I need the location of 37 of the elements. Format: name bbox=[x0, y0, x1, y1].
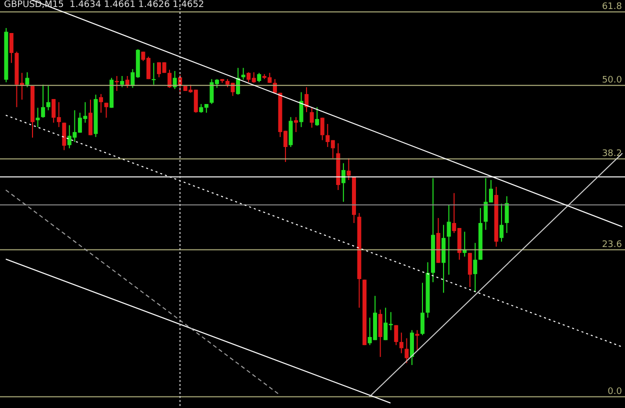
candlestick bbox=[341, 162, 346, 202]
candlestick bbox=[9, 32, 14, 64]
candlestick bbox=[120, 75, 124, 88]
candlestick bbox=[304, 86, 309, 113]
candlestick bbox=[500, 203, 504, 242]
candlestick bbox=[99, 94, 104, 114]
candlestick bbox=[257, 72, 262, 83]
candlestick bbox=[36, 107, 40, 128]
ref-line-label: 0.0 bbox=[608, 386, 622, 397]
candlestick bbox=[241, 67, 246, 80]
ref-line-label: 50.0 bbox=[602, 75, 622, 86]
candlestick bbox=[294, 116, 298, 133]
candlestick bbox=[346, 158, 351, 181]
candlestick bbox=[420, 282, 424, 336]
candlestick bbox=[46, 85, 50, 111]
candlestick bbox=[168, 69, 172, 88]
ref-line-label: 23.6 bbox=[602, 240, 622, 250]
candlestick bbox=[88, 99, 92, 136]
ref-line-label: 61.8 bbox=[602, 2, 622, 12]
candlestick bbox=[104, 102, 108, 118]
candlestick bbox=[320, 117, 324, 141]
candlestick bbox=[62, 122, 66, 151]
candlestick bbox=[378, 309, 382, 358]
ref-line-label: 38.2 bbox=[602, 148, 622, 159]
candlestick bbox=[404, 338, 409, 364]
candlestick bbox=[473, 242, 478, 293]
candlestick bbox=[399, 332, 404, 354]
candlestick bbox=[504, 196, 509, 234]
candlestick bbox=[25, 72, 30, 88]
candlestick bbox=[394, 324, 398, 346]
candlestick bbox=[299, 92, 304, 128]
candlestick bbox=[468, 252, 472, 288]
candlestick bbox=[41, 84, 46, 118]
candlestick bbox=[315, 106, 320, 126]
candlestick bbox=[152, 62, 156, 86]
candlestick bbox=[446, 204, 451, 276]
candlestick bbox=[310, 106, 314, 128]
